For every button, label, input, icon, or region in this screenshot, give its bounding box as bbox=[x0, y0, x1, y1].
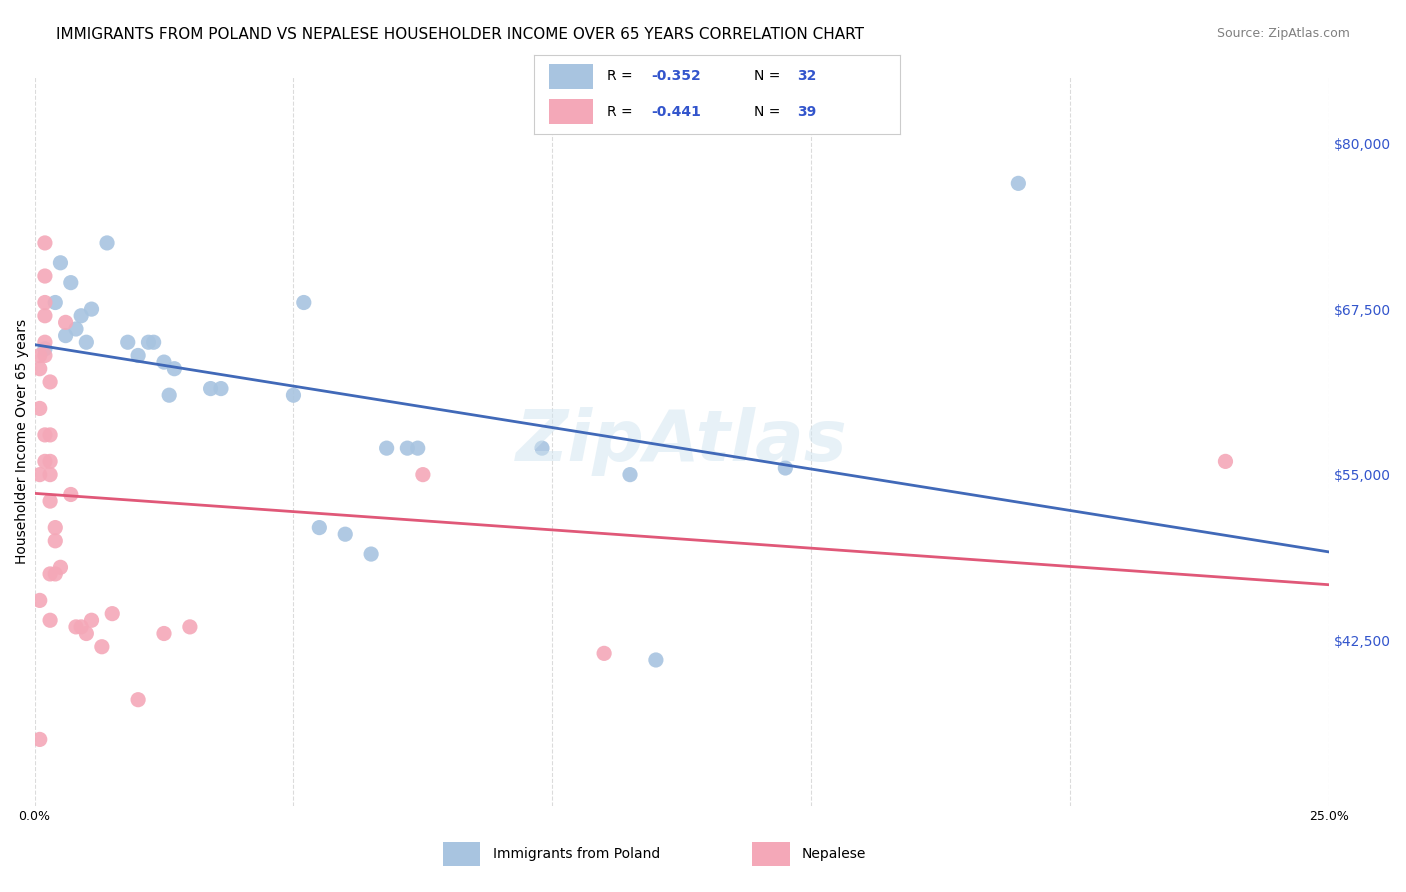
Point bbox=[406, 441, 429, 455]
Point bbox=[39, 454, 62, 468]
Point bbox=[412, 467, 434, 482]
Point bbox=[117, 335, 139, 350]
Point bbox=[101, 607, 124, 621]
Point bbox=[153, 626, 176, 640]
Point bbox=[127, 692, 149, 706]
Point bbox=[375, 441, 398, 455]
Y-axis label: Householder Income Over 65 years: Householder Income Over 65 years bbox=[15, 319, 30, 564]
Point bbox=[34, 454, 56, 468]
Point bbox=[39, 494, 62, 508]
Point bbox=[49, 256, 72, 270]
Point bbox=[200, 382, 222, 396]
Point bbox=[775, 461, 797, 475]
Point bbox=[80, 302, 103, 317]
Point bbox=[644, 653, 666, 667]
Point bbox=[308, 520, 330, 534]
Text: Nepalese: Nepalese bbox=[801, 847, 866, 861]
Point bbox=[138, 335, 160, 350]
Bar bbox=[548, 99, 593, 124]
Text: R =: R = bbox=[607, 105, 637, 119]
Bar bbox=[548, 64, 593, 89]
Point bbox=[55, 315, 77, 329]
Point bbox=[142, 335, 165, 350]
Point bbox=[28, 401, 51, 416]
Point bbox=[163, 361, 186, 376]
Point bbox=[75, 335, 97, 350]
Point bbox=[59, 487, 82, 501]
Point bbox=[44, 295, 66, 310]
Text: ZipAtlas: ZipAtlas bbox=[516, 407, 848, 476]
Text: 32: 32 bbox=[797, 70, 817, 84]
Bar bbox=[752, 842, 790, 866]
Text: Source: ZipAtlas.com: Source: ZipAtlas.com bbox=[1216, 27, 1350, 40]
Point bbox=[80, 613, 103, 627]
Text: 39: 39 bbox=[797, 105, 817, 119]
Point bbox=[28, 732, 51, 747]
Point bbox=[34, 235, 56, 250]
Point bbox=[39, 566, 62, 581]
Point bbox=[70, 309, 93, 323]
Point bbox=[65, 620, 87, 634]
Point bbox=[44, 520, 66, 534]
Text: R =: R = bbox=[607, 70, 637, 84]
Text: Immigrants from Poland: Immigrants from Poland bbox=[492, 847, 659, 861]
Point bbox=[55, 328, 77, 343]
Point bbox=[28, 467, 51, 482]
Point bbox=[530, 441, 553, 455]
Point bbox=[34, 342, 56, 356]
Point bbox=[49, 560, 72, 574]
Point bbox=[39, 613, 62, 627]
Point bbox=[1007, 177, 1029, 191]
Point bbox=[283, 388, 305, 402]
Point bbox=[28, 361, 51, 376]
Text: -0.352: -0.352 bbox=[651, 70, 702, 84]
Point bbox=[65, 322, 87, 336]
Text: IMMIGRANTS FROM POLAND VS NEPALESE HOUSEHOLDER INCOME OVER 65 YEARS CORRELATION : IMMIGRANTS FROM POLAND VS NEPALESE HOUSE… bbox=[56, 27, 865, 42]
Point bbox=[34, 349, 56, 363]
Point bbox=[292, 295, 315, 310]
Point bbox=[209, 382, 232, 396]
Point bbox=[619, 467, 641, 482]
Point bbox=[39, 467, 62, 482]
Point bbox=[34, 428, 56, 442]
Point bbox=[28, 349, 51, 363]
Bar bbox=[443, 842, 481, 866]
Point bbox=[360, 547, 382, 561]
Point bbox=[90, 640, 112, 654]
Point bbox=[396, 441, 419, 455]
Point bbox=[335, 527, 357, 541]
Text: N =: N = bbox=[754, 70, 785, 84]
Point bbox=[96, 235, 118, 250]
Text: -0.441: -0.441 bbox=[651, 105, 702, 119]
Point bbox=[34, 268, 56, 283]
Point bbox=[44, 533, 66, 548]
Point bbox=[153, 355, 176, 369]
Point bbox=[39, 375, 62, 389]
Point bbox=[1215, 454, 1237, 468]
Point bbox=[593, 646, 616, 660]
Point bbox=[34, 335, 56, 350]
Text: N =: N = bbox=[754, 105, 785, 119]
Point bbox=[179, 620, 201, 634]
Point bbox=[157, 388, 180, 402]
Point bbox=[44, 566, 66, 581]
Point bbox=[39, 428, 62, 442]
Point bbox=[34, 295, 56, 310]
Point bbox=[59, 276, 82, 290]
Point bbox=[28, 593, 51, 607]
Point bbox=[34, 309, 56, 323]
Point bbox=[70, 620, 93, 634]
Point bbox=[75, 626, 97, 640]
Point bbox=[127, 349, 149, 363]
